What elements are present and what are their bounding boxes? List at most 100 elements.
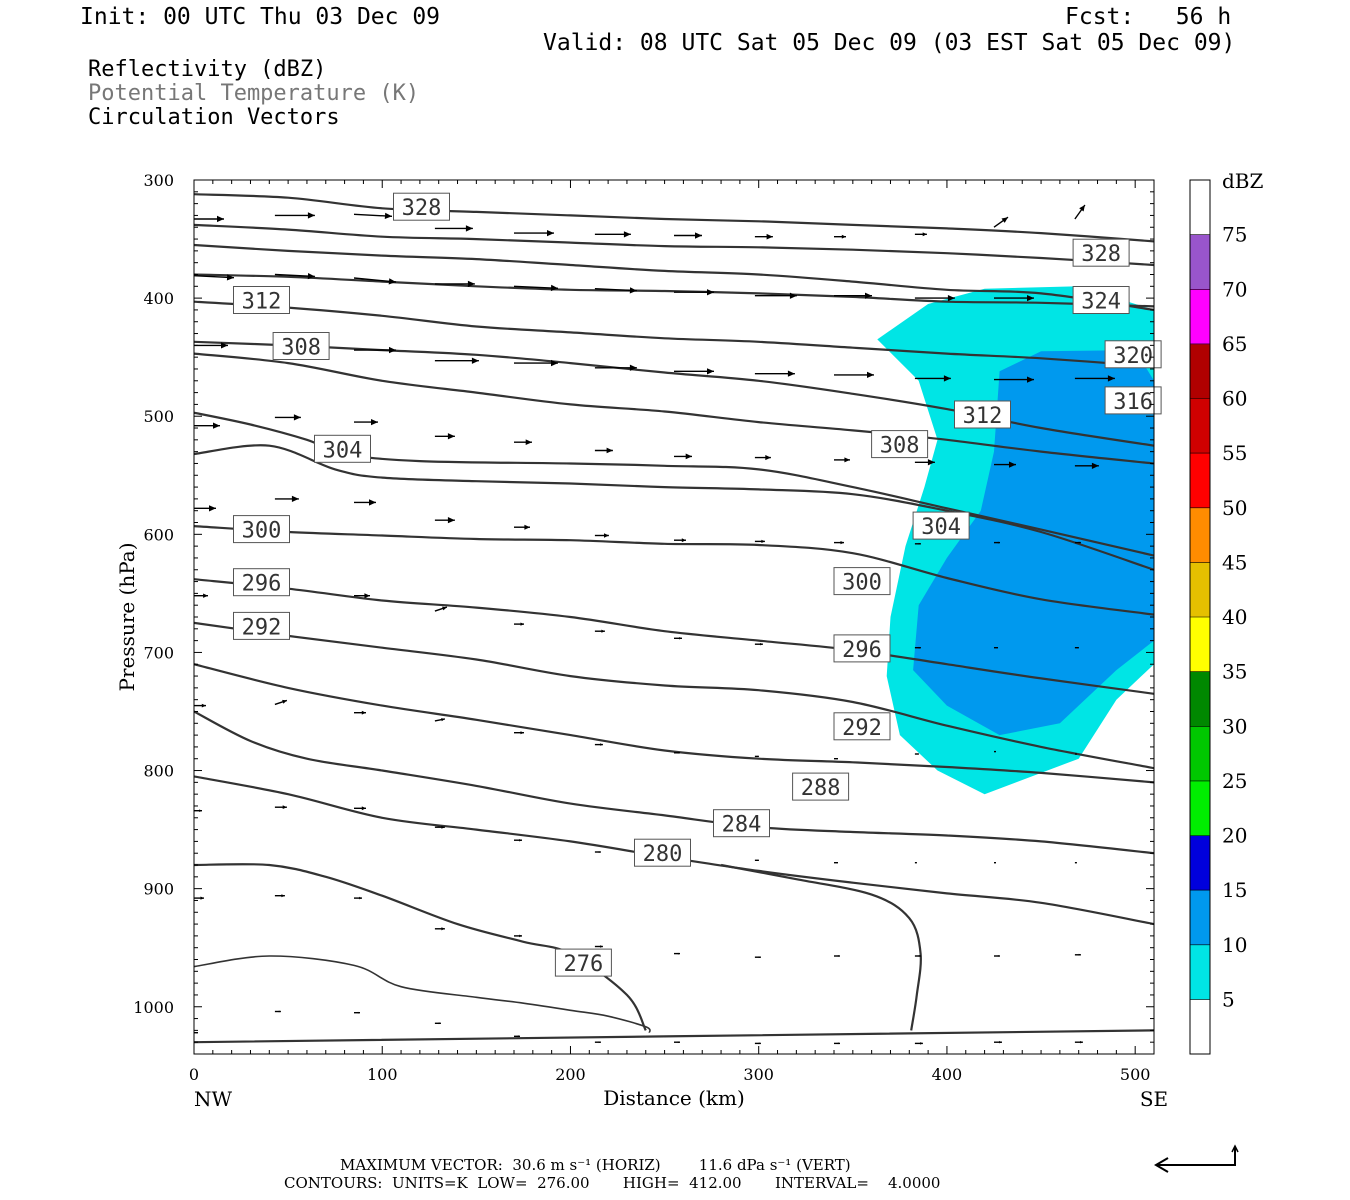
circulation-vector: [194, 809, 202, 812]
reflectivity-fill-layer: [877, 286, 1154, 795]
theta-contour-layer: [194, 193, 1154, 1044]
circulation-vector: [514, 524, 530, 530]
circulation-vector: [834, 234, 846, 239]
circulation-vector: [194, 505, 216, 512]
circulation-vector: [434, 280, 475, 288]
circulation-vector: [754, 755, 759, 758]
contour-label: 328: [393, 192, 450, 221]
circulation-vector: [754, 1042, 761, 1045]
circulation-vector: [274, 894, 285, 898]
svg-text:288: 288: [801, 776, 841, 801]
svg-text:292: 292: [842, 716, 882, 741]
circulation-vector: [674, 453, 692, 460]
circulation-vector: [434, 357, 479, 364]
circulation-vector: [194, 274, 235, 281]
theta-contour-300: [194, 578, 1154, 695]
svg-text:284: 284: [722, 813, 762, 838]
theta-contour-296: [194, 621, 1154, 770]
circulation-vector: [1074, 375, 1115, 382]
circulation-vector: [594, 1041, 601, 1044]
svg-text:280: 280: [643, 842, 683, 867]
colorbar-swatch: [1190, 999, 1210, 1055]
circulation-vector: [514, 359, 558, 367]
colorbar-swatch: [1190, 562, 1210, 618]
theta-contour-304: [194, 525, 1154, 616]
y-tick-label: 500: [143, 407, 174, 426]
circulation-vector: [514, 439, 532, 445]
svg-text:300: 300: [242, 519, 282, 544]
circulation-vector: [674, 952, 680, 955]
contour-label: 292: [233, 611, 290, 640]
circulation-vector: [834, 955, 840, 957]
theta-contour-316: [194, 352, 1154, 465]
colorbar-unit-label: dBZ: [1222, 169, 1264, 193]
circulation-vector: [354, 346, 396, 354]
svg-text:304: 304: [921, 515, 961, 540]
theta-contour-280: [194, 863, 647, 1031]
circulation-vector: [274, 212, 315, 219]
colorbar-level-label: 35: [1222, 660, 1247, 684]
vector-layer: [194, 204, 1154, 1045]
circulation-vector: [594, 533, 609, 538]
circulation-vector: [1074, 462, 1099, 469]
y-axis-label: Pressure (hPa): [115, 543, 139, 692]
circulation-vector: [754, 292, 797, 299]
theta-contour-324: [194, 300, 1154, 368]
circulation-vector: [994, 376, 1034, 383]
circulation-vector: [514, 230, 554, 237]
circulation-vector: [354, 896, 362, 900]
circulation-vector: [834, 371, 874, 378]
svg-text:324: 324: [1081, 290, 1121, 315]
svg-text:320: 320: [1113, 344, 1153, 369]
contour-label: 296: [833, 634, 891, 663]
circulation-vector: [594, 945, 603, 948]
theta-contour-288: [194, 710, 1154, 855]
colorbar-swatch: [1190, 453, 1210, 508]
circulation-vector: [194, 896, 204, 900]
circulation-vector: [514, 839, 522, 842]
colorbar-swatch: [1190, 507, 1210, 563]
circulation-vector: [434, 825, 445, 829]
circulation-vector: [754, 233, 773, 240]
contour-label-layer: 328 312 308 304 300 296 292 328 324 320 316 312 308 3…: [233, 192, 1162, 977]
colorbar-swatch: [1190, 890, 1210, 945]
circulation-vector: [1074, 541, 1081, 544]
theta-contour-328: [194, 273, 1154, 308]
colorbar-level-label: 65: [1222, 332, 1247, 356]
contour-label: 304: [912, 511, 970, 540]
x-axis-label: Distance (km): [603, 1086, 745, 1110]
circulation-vector: [754, 642, 763, 646]
colorbar-swatch: [1190, 780, 1210, 836]
circulation-vector: [594, 364, 637, 371]
contour-label: 328: [1072, 238, 1130, 267]
x-tick-label: 300: [743, 1065, 774, 1084]
circulation-vector: [514, 1035, 520, 1038]
theta-contour-280: [194, 1029, 1154, 1044]
colorbar-swatch: [1190, 234, 1210, 290]
circulation-vector: [194, 342, 228, 349]
circulation-vector: [1074, 647, 1079, 649]
y-tick-label: 400: [143, 289, 174, 308]
circulation-vector: [514, 622, 524, 626]
max-vector-note: MAXIMUM VECTOR: 30.6 m s⁻¹ (HORIZ) 11.6 …: [340, 1156, 851, 1174]
theta-contour-332: [194, 243, 1154, 311]
theta-contour-292: [194, 663, 1154, 784]
colorbar-level-label: 45: [1222, 550, 1247, 574]
colorbar-level-label: 55: [1222, 441, 1247, 465]
circulation-vector: [594, 287, 637, 294]
circulation-vector: [354, 419, 378, 426]
colorbar-swatch: [1190, 726, 1210, 782]
contour-label: 304: [314, 434, 371, 463]
circulation-vector: [994, 955, 1000, 957]
colorbar-level-label: 70: [1222, 277, 1247, 301]
x-tick-label: 400: [932, 1065, 963, 1084]
circulation-vector: [834, 758, 838, 760]
circulation-vector: [274, 699, 288, 706]
circulation-vector: [274, 495, 299, 502]
circulation-vector: [354, 806, 366, 811]
colorbar-level-label: 75: [1222, 223, 1247, 247]
field-title-theta: Potential Temperature (K): [88, 81, 420, 106]
circulation-vector: [914, 375, 951, 382]
x-tick-label: 200: [555, 1065, 586, 1084]
circulation-vector: [1074, 204, 1086, 220]
